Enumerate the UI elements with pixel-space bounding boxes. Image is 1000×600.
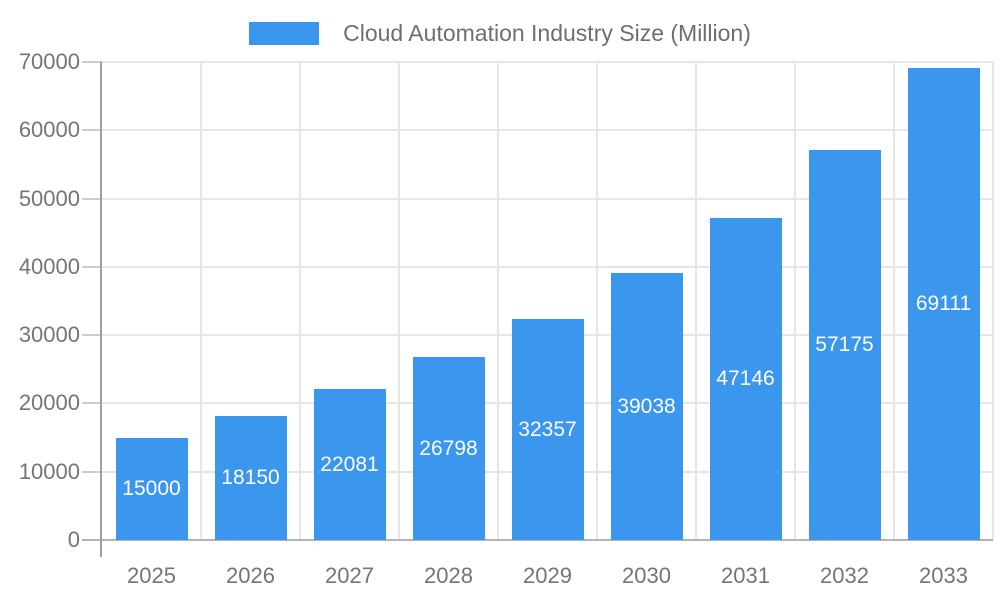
y-tick <box>82 197 102 200</box>
bar[interactable] <box>214 416 287 540</box>
y-tick <box>82 265 102 268</box>
bar[interactable] <box>412 357 485 540</box>
bar[interactable] <box>808 149 881 540</box>
x-gridline <box>596 62 598 540</box>
bar-value-label: 39038 <box>617 394 676 418</box>
y-gridline <box>102 197 993 200</box>
bar-value-label: 22081 <box>320 452 379 476</box>
bar-value-label: 15000 <box>122 476 181 500</box>
y-tick-label: 50000 <box>18 185 80 211</box>
y-tick-label: 40000 <box>18 253 80 279</box>
x-gridline <box>893 62 895 540</box>
y-tick <box>82 61 102 63</box>
bar[interactable] <box>313 389 386 540</box>
x-gridline <box>794 62 796 540</box>
bar[interactable] <box>709 218 782 540</box>
x-tick-label: 2026 <box>226 563 275 588</box>
x-tick-label: 2028 <box>424 563 473 588</box>
legend-label: Cloud Automation Industry Size (Million) <box>343 20 751 46</box>
bar-value-label: 26798 <box>419 436 478 460</box>
x-baseline <box>82 539 993 541</box>
y-tick <box>82 402 102 405</box>
legend-swatch <box>249 21 320 45</box>
x-tick-label: 2027 <box>325 563 374 588</box>
bar[interactable] <box>511 319 584 540</box>
y-tick-label: 10000 <box>18 458 80 484</box>
y-tick-label: 0 <box>67 527 80 552</box>
x-tick-label: 2031 <box>721 563 770 588</box>
bar-value-label: 47146 <box>716 367 775 391</box>
x-tick-label: 2033 <box>919 563 968 588</box>
bar[interactable] <box>610 273 683 540</box>
bar[interactable] <box>907 68 980 540</box>
bar-value-label: 32357 <box>518 417 577 441</box>
x-tick-label: 2032 <box>820 563 869 588</box>
y-tick-label: 20000 <box>18 390 80 416</box>
bar-value-label: 69111 <box>915 292 972 316</box>
x-gridline <box>398 62 400 540</box>
y-gridline <box>102 129 993 132</box>
x-tick-label: 2030 <box>622 563 671 588</box>
x-gridline <box>299 62 301 540</box>
y-tick-label: 60000 <box>18 117 80 143</box>
y-tick-label: 70000 <box>18 49 80 74</box>
y-tick <box>82 129 102 132</box>
y-axis-line <box>100 62 102 557</box>
x-tick-label: 2029 <box>523 563 572 588</box>
y-tick <box>82 470 102 473</box>
bar-value-label: 57175 <box>815 332 874 356</box>
x-gridline <box>200 62 202 540</box>
x-gridline <box>695 62 697 540</box>
bar-value-label: 18150 <box>221 466 280 490</box>
y-gridline <box>102 265 993 268</box>
x-tick-label: 2025 <box>127 563 176 588</box>
bar[interactable] <box>115 437 188 540</box>
x-gridline <box>497 62 499 540</box>
y-gridline <box>102 61 993 63</box>
x-gridline <box>992 62 994 540</box>
y-tick-label: 30000 <box>18 322 80 348</box>
legend: Cloud Automation Industry Size (Million) <box>0 17 1000 49</box>
y-tick <box>82 334 102 337</box>
